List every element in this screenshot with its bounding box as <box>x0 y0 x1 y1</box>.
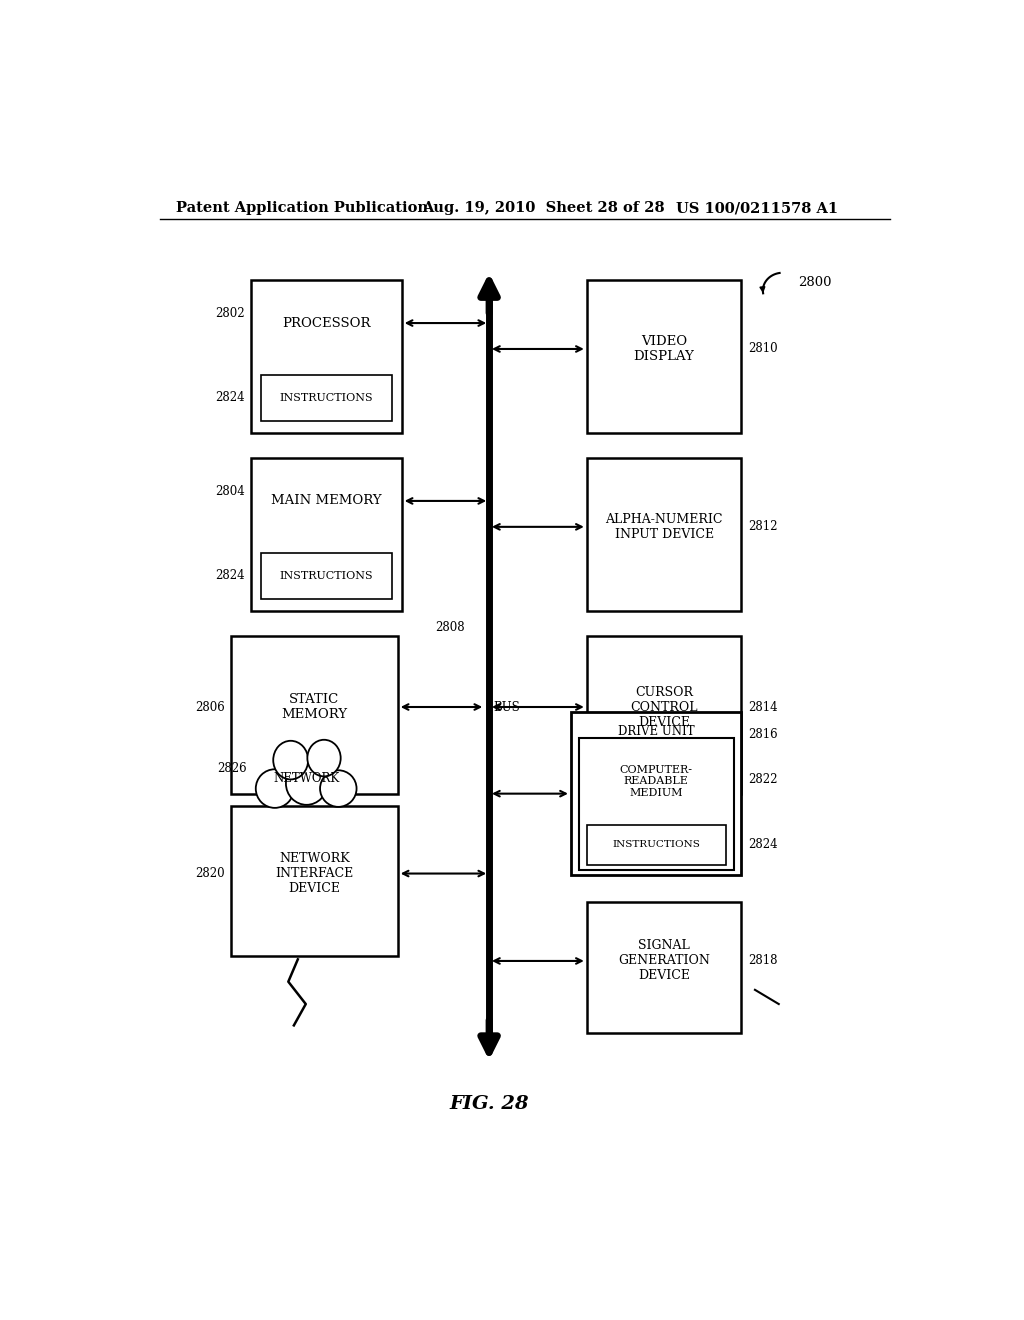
Ellipse shape <box>273 741 308 779</box>
Text: ALPHA-NUMERIC
INPUT DEVICE: ALPHA-NUMERIC INPUT DEVICE <box>605 513 723 541</box>
Text: Patent Application Publication: Patent Application Publication <box>176 201 428 215</box>
Bar <box>587 903 741 1032</box>
Bar <box>570 713 741 875</box>
Text: 2824: 2824 <box>748 838 777 851</box>
Text: COMPUTER-
READABLE
MEDIUM: COMPUTER- READABLE MEDIUM <box>620 764 692 799</box>
Bar <box>587 458 741 611</box>
Text: 2818: 2818 <box>748 954 777 968</box>
Text: 2808: 2808 <box>435 622 465 635</box>
Text: Aug. 19, 2010  Sheet 28 of 28: Aug. 19, 2010 Sheet 28 of 28 <box>422 201 665 215</box>
Text: INSTRUCTIONS: INSTRUCTIONS <box>280 393 373 403</box>
Text: 2800: 2800 <box>799 276 833 289</box>
Text: INSTRUCTIONS: INSTRUCTIONS <box>612 841 700 850</box>
Bar <box>251 280 401 433</box>
Text: DRIVE UNIT: DRIVE UNIT <box>617 725 694 738</box>
Text: CURSOR
CONTROL
DEVICE: CURSOR CONTROL DEVICE <box>631 685 697 729</box>
Text: 2806: 2806 <box>195 701 225 714</box>
Ellipse shape <box>256 770 294 808</box>
Bar <box>231 636 397 793</box>
Bar <box>579 738 733 870</box>
Bar <box>231 805 397 956</box>
Text: 2802: 2802 <box>215 308 245 321</box>
Text: STATIC
MEMORY: STATIC MEMORY <box>282 693 347 721</box>
Text: FIG. 28: FIG. 28 <box>450 1094 529 1113</box>
Bar <box>260 375 392 421</box>
Text: 2804: 2804 <box>215 486 245 498</box>
Text: VIDEO
DISPLAY: VIDEO DISPLAY <box>634 335 694 363</box>
Bar <box>587 280 741 433</box>
Text: INSTRUCTIONS: INSTRUCTIONS <box>280 570 373 581</box>
Text: 2810: 2810 <box>748 342 777 355</box>
Text: 2820: 2820 <box>196 867 225 880</box>
Text: 2826: 2826 <box>217 762 247 775</box>
Text: SIGNAL
GENERATION
DEVICE: SIGNAL GENERATION DEVICE <box>618 940 710 982</box>
Text: 2814: 2814 <box>748 701 777 714</box>
Text: MAIN MEMORY: MAIN MEMORY <box>271 495 382 507</box>
Bar <box>260 553 392 598</box>
Ellipse shape <box>321 771 356 807</box>
Text: NETWORK
INTERFACE
DEVICE: NETWORK INTERFACE DEVICE <box>275 851 353 895</box>
Bar <box>587 636 741 793</box>
Text: 2822: 2822 <box>748 774 777 785</box>
Ellipse shape <box>307 739 341 776</box>
Ellipse shape <box>286 762 328 805</box>
Text: 2824: 2824 <box>215 569 245 582</box>
Text: 2824: 2824 <box>215 391 245 404</box>
Text: US 100/0211578 A1: US 100/0211578 A1 <box>676 201 838 215</box>
Bar <box>251 458 401 611</box>
Text: BUS: BUS <box>494 701 520 714</box>
Text: NETWORK: NETWORK <box>273 772 340 785</box>
Bar <box>587 825 726 865</box>
Text: PROCESSOR: PROCESSOR <box>283 317 371 330</box>
Text: 2816: 2816 <box>748 729 777 742</box>
Text: 2812: 2812 <box>748 520 777 533</box>
